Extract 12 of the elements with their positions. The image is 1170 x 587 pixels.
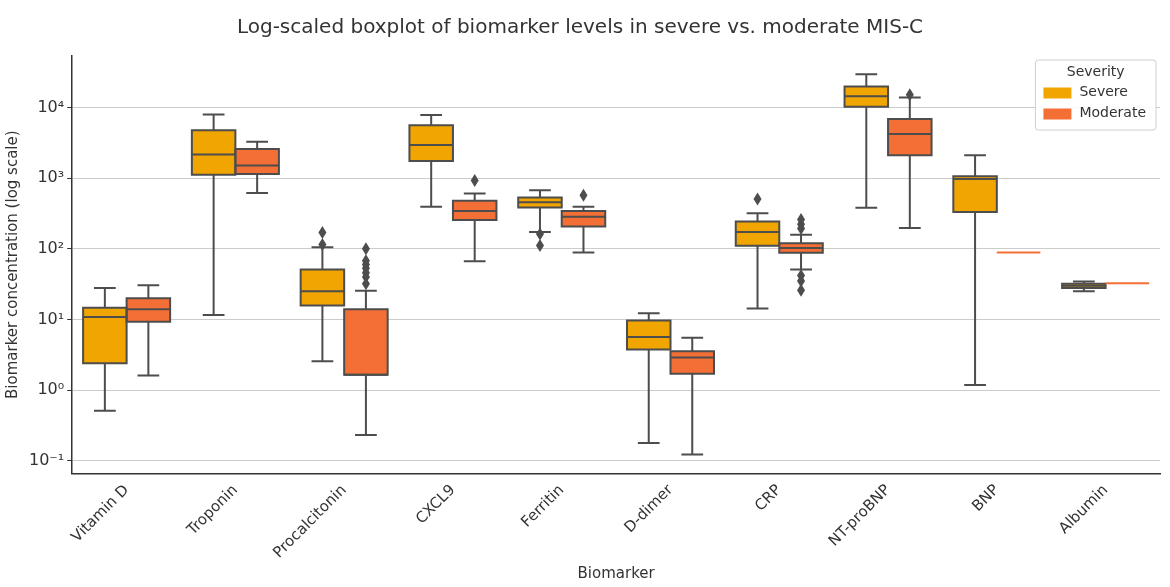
y-tick-label: 10⁰: [37, 379, 65, 399]
y-tick-label: 10⁻¹: [29, 449, 65, 469]
legend-label: Severe: [1079, 83, 1128, 100]
chart-title: Log-scaled boxplot of biomarker levels in severe vs. moderate MIS-C: [236, 14, 924, 39]
y-tick-label: 10⁴: [37, 96, 65, 116]
y-tick-label: 10²: [37, 238, 65, 258]
legend-label: Moderate: [1079, 104, 1147, 121]
legend-title: Severity: [1066, 62, 1125, 79]
x-axis-title: Biomarker: [577, 563, 656, 582]
y-tick-label: 10³: [37, 167, 65, 187]
y-tick-label: 10¹: [37, 308, 65, 328]
y-axis-title: Biomarker concentration (log scale): [2, 130, 21, 399]
